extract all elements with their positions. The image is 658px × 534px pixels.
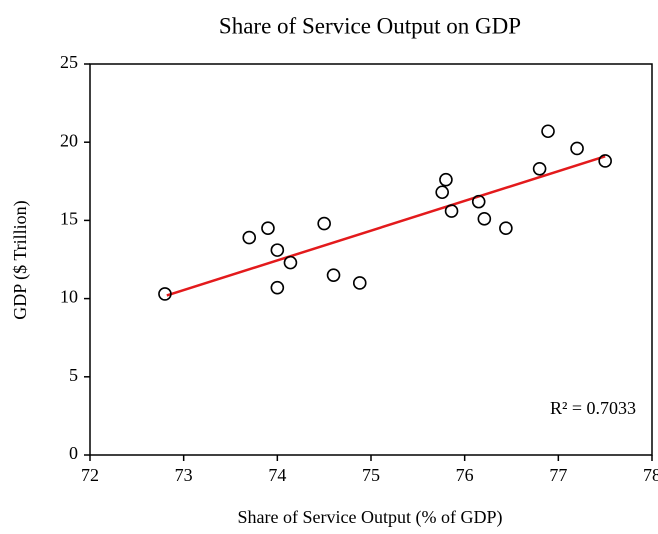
point <box>477 212 492 226</box>
x-tick-label: 77 <box>549 465 567 485</box>
x-tick-label: 76 <box>456 465 474 485</box>
point <box>270 280 285 295</box>
point <box>570 141 584 156</box>
x-axis-label: Share of Service Output (% of GDP) <box>238 507 503 528</box>
x-tick-label: 78 <box>643 465 658 485</box>
point <box>435 185 449 200</box>
x-tick-label: 72 <box>81 465 99 485</box>
point <box>283 255 298 270</box>
point <box>270 243 285 257</box>
annotation: R² = 0.7033 <box>550 398 636 418</box>
point <box>352 276 367 290</box>
point <box>261 221 275 236</box>
point <box>541 124 555 139</box>
trendline <box>166 155 606 297</box>
point <box>499 221 513 236</box>
x-tick-label: 74 <box>268 465 286 485</box>
chart-title: Share of Service Output on GDP <box>219 13 521 38</box>
point <box>444 204 459 218</box>
y-tick-label: 20 <box>60 130 78 150</box>
point <box>598 154 612 168</box>
point <box>326 268 341 282</box>
y-tick-label: 5 <box>69 365 78 385</box>
y-tick-label: 15 <box>60 209 78 229</box>
point <box>242 230 257 245</box>
y-tick-label: 25 <box>60 52 78 72</box>
y-axis-label: GDP ($ Trillion) <box>10 200 31 319</box>
point <box>158 287 172 301</box>
point <box>471 194 486 209</box>
x-tick-label: 73 <box>175 465 193 485</box>
plot-frame <box>89 63 653 456</box>
y-tick-label: 10 <box>60 287 78 307</box>
point <box>439 172 453 187</box>
x-tick-label: 75 <box>362 465 380 485</box>
point <box>317 216 331 231</box>
point <box>532 161 547 176</box>
y-tick-label: 0 <box>69 443 78 463</box>
